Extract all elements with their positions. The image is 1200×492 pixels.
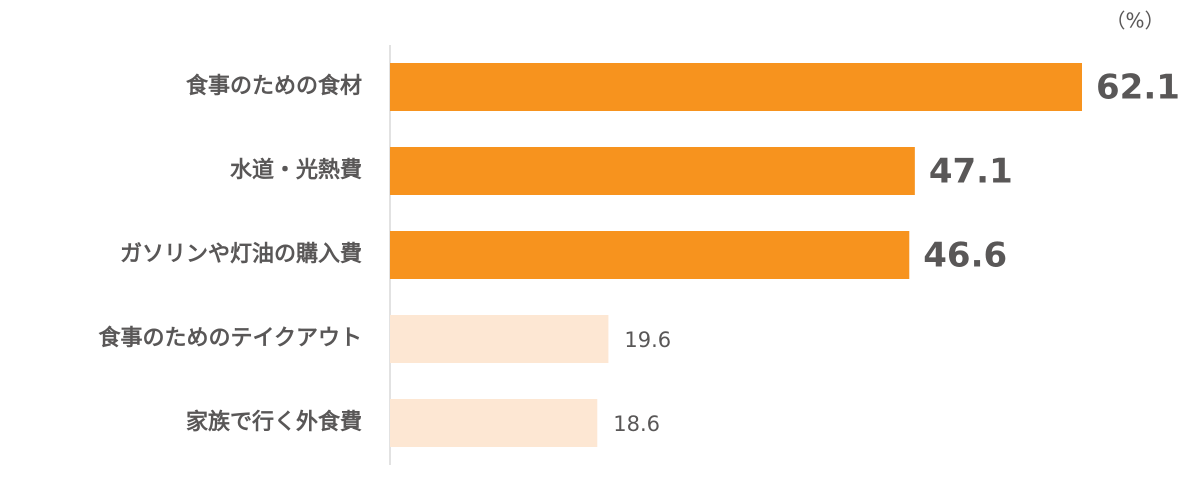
category-label: 家族で行く外食費 (186, 409, 362, 435)
bar (390, 231, 910, 279)
bar (390, 147, 915, 195)
value-label: 19.6 (624, 328, 671, 352)
value-label: 62.1 (1096, 68, 1180, 108)
bar (390, 315, 609, 363)
category-label: 水道・光熱費 (230, 157, 362, 183)
bar (390, 63, 1082, 111)
bar (390, 399, 598, 447)
category-label: ガソリンや灯油の購入費 (120, 242, 362, 267)
value-label: 47.1 (929, 152, 1013, 192)
unit-label: （%） (1105, 9, 1164, 33)
value-label: 18.6 (613, 412, 660, 436)
category-label: 食事のための食材 (186, 73, 362, 99)
category-label: 食事のためのテイクアウト (98, 325, 362, 351)
value-label: 46.6 (923, 236, 1007, 276)
